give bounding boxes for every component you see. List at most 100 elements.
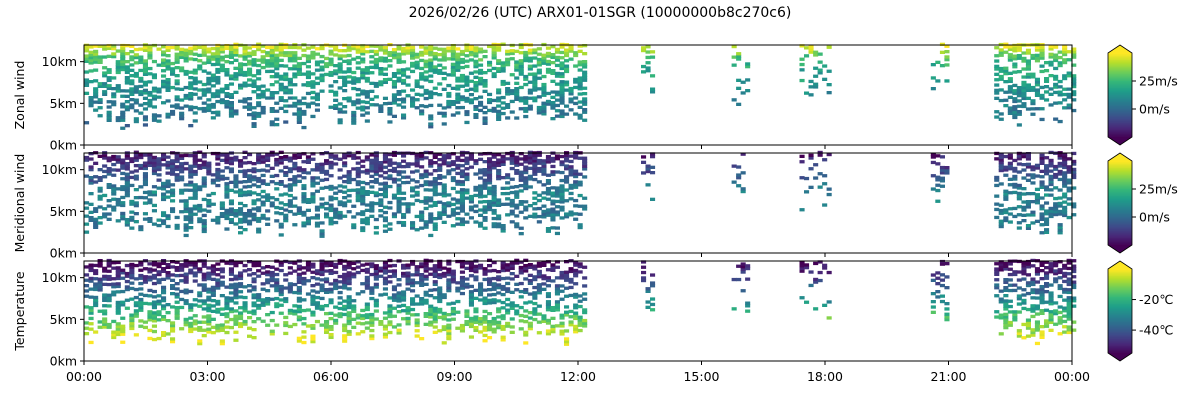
- heatmap-cell: [129, 226, 135, 230]
- heatmap-cell: [274, 101, 280, 105]
- heatmap-cell: [473, 115, 479, 119]
- heatmap-cell: [441, 188, 447, 192]
- heatmap-cell: [351, 81, 357, 85]
- heatmap-cell: [115, 332, 121, 337]
- heatmap-cell: [459, 283, 465, 288]
- heatmap-cell: [401, 116, 407, 120]
- heatmap-cell: [382, 96, 388, 100]
- heatmap-cell: [314, 295, 320, 300]
- heatmap-cell: [115, 70, 121, 75]
- heatmap-cell: [487, 108, 493, 113]
- heatmap-cell: [215, 99, 221, 104]
- heatmap-cell: [532, 207, 538, 211]
- heatmap-cell: [333, 72, 339, 76]
- heatmap-cell: [387, 53, 393, 57]
- heatmap-cell: [183, 161, 189, 166]
- heatmap-cell: [496, 270, 502, 274]
- heatmap-cell: [278, 45, 284, 49]
- heatmap-cell: [496, 169, 502, 173]
- heatmap-cell: [468, 319, 474, 323]
- heatmap-cell: [550, 53, 556, 57]
- heatmap-cell: [201, 262, 207, 266]
- heatmap-cell: [274, 53, 280, 57]
- heatmap-cell: [437, 53, 443, 57]
- heatmap-cell: [573, 96, 579, 100]
- heatmap-cell: [346, 194, 352, 198]
- heatmap-cell: [550, 215, 556, 219]
- heatmap-cell: [382, 80, 388, 84]
- heatmap-cell: [337, 301, 343, 305]
- heatmap-cell: [296, 267, 302, 271]
- heatmap-cell: [233, 296, 239, 300]
- heatmap-cell: [328, 298, 334, 302]
- heatmap-cell: [455, 87, 461, 91]
- heatmap-cell: [269, 196, 275, 200]
- heatmap-cell: [124, 287, 130, 292]
- heatmap-cell: [102, 47, 108, 51]
- heatmap-cell: [206, 290, 212, 294]
- heatmap-cell: [514, 171, 520, 175]
- heatmap-cell: [545, 227, 551, 231]
- heatmap-cell: [192, 196, 198, 200]
- heatmap-cell: [482, 194, 488, 198]
- heatmap-cell: [491, 109, 497, 113]
- heatmap-cell: [410, 262, 416, 266]
- heatmap-cell: [310, 297, 316, 301]
- heatmap-cell: [1062, 106, 1068, 110]
- heatmap-cell: [106, 46, 112, 50]
- heatmap-cell: [1003, 154, 1009, 159]
- heatmap-cell: [142, 64, 148, 68]
- heatmap-cell: [310, 192, 316, 196]
- heatmap-cell: [582, 118, 588, 122]
- heatmap-cell: [450, 100, 456, 104]
- heatmap-cell: [115, 168, 121, 172]
- heatmap-cell: [269, 123, 275, 127]
- heatmap-cell: [269, 45, 275, 49]
- heatmap-cell: [274, 160, 280, 164]
- heatmap-cell: [251, 63, 257, 67]
- heatmap-cell: [256, 45, 262, 49]
- heatmap-cell: [410, 307, 416, 312]
- heatmap-cell: [518, 157, 524, 161]
- heatmap-cell: [500, 154, 506, 158]
- heatmap-cell: [256, 63, 262, 68]
- heatmap-cell: [432, 288, 438, 292]
- colorbar-segment: [1108, 107, 1132, 110]
- heatmap-cell: [129, 170, 135, 174]
- heatmap-cell: [446, 281, 452, 285]
- heatmap-cell: [287, 183, 293, 187]
- heatmap-cell: [1057, 196, 1063, 200]
- heatmap-cell: [532, 312, 538, 316]
- heatmap-cell: [142, 325, 148, 330]
- heatmap-cell: [545, 300, 551, 304]
- heatmap-cell: [138, 92, 144, 97]
- heatmap-cell: [84, 273, 90, 277]
- heatmap-cell: [319, 165, 325, 169]
- heatmap-cell: [455, 106, 461, 110]
- heatmap-cell: [260, 181, 266, 186]
- heatmap-cell: [183, 288, 189, 292]
- heatmap-cell: [364, 100, 370, 105]
- heatmap-cell: [188, 172, 194, 176]
- heatmap-cell: [256, 261, 262, 265]
- heatmap-cell: [527, 48, 533, 52]
- heatmap-cell: [437, 47, 443, 51]
- heatmap-cell: [378, 274, 384, 278]
- heatmap-cell: [115, 327, 121, 331]
- heatmap-cell: [994, 64, 1000, 68]
- heatmap-cell: [459, 329, 465, 333]
- heatmap-cell: [378, 269, 384, 273]
- colorbar-segment: [1108, 76, 1132, 79]
- heatmap-cell: [247, 273, 253, 277]
- heatmap-cell: [496, 88, 502, 92]
- heatmap-cell: [378, 322, 384, 326]
- heatmap-cell: [364, 71, 370, 75]
- heatmap-cell: [554, 154, 560, 158]
- heatmap-cell: [536, 95, 542, 99]
- heatmap-cell: [459, 270, 465, 274]
- heatmap-cell: [491, 300, 497, 305]
- heatmap-cell: [142, 80, 148, 84]
- heatmap-cell: [346, 276, 352, 280]
- heatmap-cell: [1003, 192, 1009, 196]
- heatmap-cell: [564, 104, 570, 108]
